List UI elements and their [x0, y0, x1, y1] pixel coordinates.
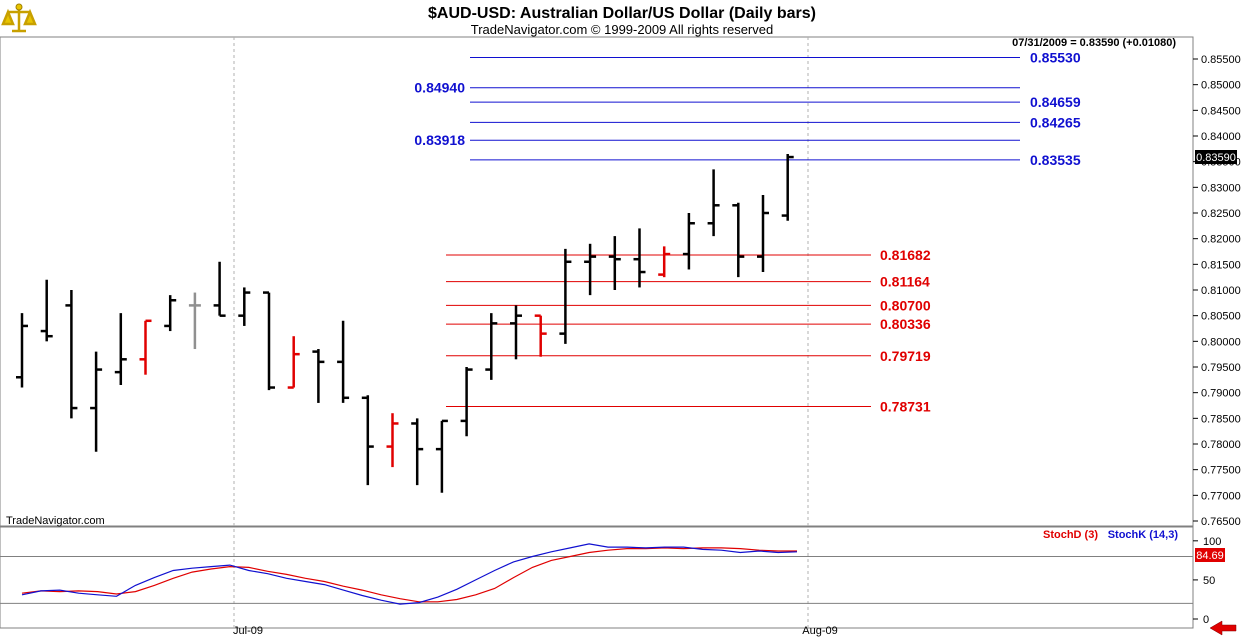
price-bar [435, 419, 448, 493]
last-price-label: 0.83590 [1196, 152, 1236, 164]
stochd-line [21, 547, 797, 603]
price-bar [485, 313, 498, 380]
y-tick-label: 0.76500 [1201, 516, 1241, 528]
price-bar [263, 291, 275, 391]
y-tick-label: 0.80500 [1201, 311, 1241, 323]
price-bar [757, 195, 769, 273]
price-bar [361, 395, 374, 486]
stoch-tick-label: 100 [1203, 536, 1221, 548]
stochd-legend: StochD (3) [1043, 529, 1098, 541]
copyright-text: TradeNavigator.com © 1999-2009 All right… [471, 22, 773, 37]
price-bar [65, 290, 78, 419]
price-bar [114, 313, 127, 385]
blue-level-label: 0.84265 [1030, 114, 1081, 130]
y-tick-label: 0.79000 [1201, 388, 1241, 400]
y-tick-label: 0.78000 [1201, 439, 1241, 451]
price-bar [337, 320, 350, 403]
stoch-tick-label: 0 [1203, 614, 1209, 626]
y-tick-label: 0.80000 [1201, 336, 1241, 348]
watermark: TradeNavigator.com [6, 515, 105, 527]
scroll-right-icon[interactable] [1209, 620, 1237, 636]
stochk-line [21, 543, 798, 605]
chart-title: $AUD-USD: Australian Dollar/US Dollar (D… [428, 5, 816, 22]
red-level-label: 0.79719 [880, 348, 931, 364]
stoch-value-tag [1195, 548, 1225, 562]
red-level-label: 0.80700 [880, 297, 931, 313]
price-bar [682, 213, 695, 270]
price-bar [732, 202, 745, 278]
stochk-legend: StochK (14,3) [1108, 529, 1179, 541]
price-bar [707, 169, 720, 237]
last-price-tag [1195, 150, 1237, 164]
y-tick-label: 0.85500 [1201, 54, 1241, 66]
y-tick-label: 0.77500 [1201, 465, 1241, 477]
x-tick-label-aug: Aug-09 [802, 625, 837, 637]
price-bar [213, 261, 226, 317]
price-bar [510, 305, 522, 360]
price-bar [658, 246, 671, 278]
blue-level-label: 0.85530 [1030, 49, 1081, 65]
y-tick-label: 0.79500 [1201, 362, 1241, 374]
price-bar [90, 351, 103, 452]
indicator-panel [0, 526, 1194, 629]
price-bar [238, 287, 251, 326]
price-bar [139, 319, 152, 375]
y-tick-label: 0.83000 [1201, 182, 1241, 194]
price-bar [16, 313, 28, 388]
y-tick-label: 0.84000 [1201, 131, 1241, 143]
price-bar [287, 336, 300, 389]
blue-level-label: 0.84659 [1030, 94, 1081, 110]
price-bar [312, 349, 325, 403]
last-quote-label: 07/31/2009 = 0.83590 (+0.01080) [1012, 37, 1176, 49]
price-bar [534, 314, 547, 357]
x-tick-label-jul: Jul-09 [233, 625, 263, 637]
y-tick-label: 0.84500 [1201, 105, 1241, 117]
price-bar [164, 295, 177, 332]
stoch-value-label: 84.69 [1196, 550, 1224, 562]
red-level-label: 0.80336 [880, 316, 931, 332]
y-tick-label: 0.81000 [1201, 285, 1241, 297]
y-tick-label: 0.81500 [1201, 259, 1241, 271]
blue-level-label: 0.83535 [1030, 152, 1081, 168]
price-bar [460, 367, 473, 437]
y-tick-label: 0.85000 [1201, 80, 1241, 92]
red-level-label: 0.78731 [880, 398, 931, 414]
price-bar [411, 418, 424, 486]
price-bar [584, 243, 597, 296]
price-bar [781, 153, 794, 221]
y-tick-label: 0.82500 [1201, 208, 1241, 220]
blue-level-label: 0.84940 [414, 80, 465, 96]
price-bar [386, 413, 399, 468]
y-tick-label: 0.78500 [1201, 413, 1241, 425]
red-level-label: 0.81682 [880, 247, 931, 263]
price-bar [633, 228, 646, 288]
price-bar [40, 279, 53, 342]
logo-icon[interactable] [1, 2, 37, 36]
price-bar [188, 292, 201, 350]
price-bar [559, 248, 572, 344]
price-bar [608, 236, 621, 290]
red-level-label: 0.81164 [880, 274, 930, 290]
y-tick-label: 0.77000 [1201, 490, 1241, 502]
y-tick-label: 0.82000 [1201, 234, 1241, 246]
blue-level-label: 0.83918 [414, 132, 465, 148]
stoch-tick-label: 50 [1203, 575, 1215, 587]
